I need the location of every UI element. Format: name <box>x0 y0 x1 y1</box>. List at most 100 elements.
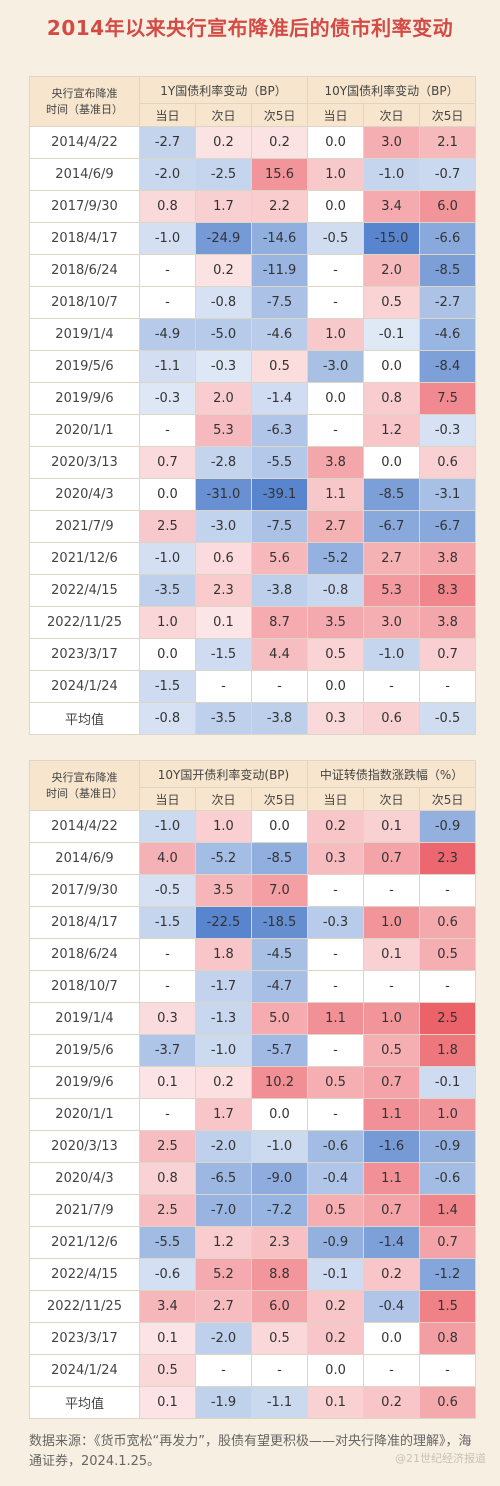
value-cell: -1.3 <box>195 1002 252 1035</box>
table-row: 2018/10/7- -0.8 -7.5-0.5 -2.7 <box>29 286 477 319</box>
value-cell: 8.3 <box>419 574 477 607</box>
value-cell: 5.6 <box>250 542 309 575</box>
value-cell: -4.7 <box>250 970 309 1003</box>
value-cell: -2.0 <box>195 1322 252 1355</box>
page-title: 2014年以来央行宣布降准后的债市利率变动 <box>46 16 454 40</box>
value-cell: 5.3 <box>363 574 421 607</box>
table-row: 2021/12/6 -5.5 1.2 2.3 -0.9 -1.4 0.7 <box>29 1226 477 1259</box>
value-cell: -15.0 <box>363 222 421 255</box>
table-row: 2022/4/15 -3.5 2.3 -3.8 -0.8 5.3 8.3 <box>29 574 477 607</box>
value-cell: -0.9 <box>419 1130 477 1163</box>
value-cell: -0.1 <box>363 318 421 351</box>
value-cell: 2.3 <box>250 1226 309 1259</box>
group-header-10y: 10Y国债利率变动（BP） <box>307 76 477 104</box>
row-date: 2021/7/9 <box>29 1194 140 1227</box>
group-header-10y-cdb: 10Y国开债利率变动(BP) <box>138 760 309 788</box>
value-cell: -39.1 <box>250 478 309 511</box>
row-date: 2020/3/13 <box>29 446 140 479</box>
row-date: 2018/10/7 <box>29 970 140 1003</box>
value-cell: - <box>195 1354 252 1387</box>
value-cell: -1.4 <box>363 1226 421 1259</box>
value-cell: 1.1 <box>363 1162 421 1195</box>
value-cell: 0.7 <box>363 1194 421 1227</box>
value-cell: 0.0 <box>139 478 196 511</box>
table-row: 2018/6/24-0.2 -11.9-2.0 -8.5 <box>29 254 477 287</box>
value-cell: 1.0 <box>363 906 421 939</box>
value-cell: -2.8 <box>195 446 252 479</box>
row-date: 2018/10/7 <box>29 286 140 319</box>
value-cell: 0.3 <box>139 1002 196 1035</box>
row-date: 2022/11/25 <box>29 1290 140 1323</box>
value-cell: -3.8 <box>250 574 309 607</box>
value-cell: 0.8 <box>139 190 196 223</box>
corner-line1: 央行宣布降准 <box>51 770 118 784</box>
value-cell: - <box>419 670 477 703</box>
value-cell: - <box>363 970 421 1003</box>
value-cell: 0.2 <box>307 1290 365 1323</box>
value-cell: 0.7 <box>363 1066 421 1099</box>
value-cell: 0.2 <box>250 126 309 159</box>
value-cell: 4.0 <box>139 842 196 875</box>
row-date: 2014/4/22 <box>29 126 140 159</box>
table-row: 2022/4/15 -0.6 5.2 8.8 -0.1 0.2 -1.2 <box>29 1258 477 1291</box>
value-cell: 1.8 <box>195 938 252 971</box>
value-cell: 3.0 <box>363 126 421 159</box>
value-cell: -6.6 <box>419 222 477 255</box>
row-date: 2017/9/30 <box>29 190 140 223</box>
corner-line2: 时间（基准日） <box>46 786 123 800</box>
value-cell: -1.5 <box>139 906 196 939</box>
value-cell: - <box>419 1354 477 1387</box>
value-cell: 1.1 <box>307 478 365 511</box>
row-date: 2017/9/30 <box>29 874 140 907</box>
table-row: 2021/7/9 2.5 -3.0 -7.5 2.7 -6.7 -6.7 <box>29 510 477 543</box>
row-date: 2022/4/15 <box>29 574 140 607</box>
table-row: 2019/9/6 -0.3 2.0 -1.4 0.0 0.8 7.5 <box>29 382 477 415</box>
value-cell: 2.7 <box>307 510 365 543</box>
value-cell: -4.6 <box>419 318 477 351</box>
value-cell: 0.5 <box>363 286 421 319</box>
value-cell: 0.5 <box>307 638 365 671</box>
value-cell: -0.6 <box>307 1130 365 1163</box>
row-date: 2014/6/9 <box>29 158 140 191</box>
table-row: 2014/4/22 -1.0 1.0 0.0 0.2 0.1 -0.9 <box>29 810 477 843</box>
value-cell: - <box>139 414 196 447</box>
table-row: 2024/1/24 -1.5- -0.0- - <box>29 670 477 703</box>
cdb-convertible-table: 央行宣布降准 时间（基准日） 10Y国开债利率变动(BP) 中证转债指数涨跌幅（… <box>29 760 477 1419</box>
value-cell: - <box>363 670 421 703</box>
value-cell: -6.7 <box>419 510 477 543</box>
value-cell: 0.0 <box>363 446 421 479</box>
value-cell: -5.5 <box>139 1226 196 1259</box>
value-cell: -1.0 <box>139 810 196 843</box>
value-cell: 0.8 <box>363 382 421 415</box>
value-cell: -5.5 <box>250 446 309 479</box>
value-cell: 1.0 <box>195 810 252 843</box>
row-date: 2019/5/6 <box>29 1034 140 1067</box>
value-cell: -4.6 <box>250 318 309 351</box>
value-cell: 3.5 <box>195 874 252 907</box>
value-cell: 0.5 <box>363 1034 421 1067</box>
value-cell: -0.6 <box>419 1162 477 1195</box>
average-row: 平均值 0.1 -1.9 -1.1 0.1 0.2 0.6 <box>29 1386 477 1419</box>
value-cell: 0.7 <box>419 638 477 671</box>
value-cell: 0.7 <box>419 1226 477 1259</box>
value-cell: 1.0 <box>307 158 365 191</box>
value-cell: 0.0 <box>307 126 365 159</box>
value-cell: -3.1 <box>419 478 477 511</box>
value-cell: -2.7 <box>139 126 196 159</box>
value-cell: -2.0 <box>139 158 196 191</box>
value-cell: 0.7 <box>139 446 196 479</box>
table-row: 2022/11/25 1.0 0.1 8.7 3.5 3.0 3.8 <box>29 606 477 639</box>
table-row: 2019/5/6 -1.1 -0.3 0.5 -3.0 0.0 -8.4 <box>29 350 477 383</box>
value-cell: 0.1 <box>195 606 252 639</box>
value-cell: - <box>195 670 252 703</box>
value-cell: -4.9 <box>139 318 196 351</box>
value-cell: -1.6 <box>363 1130 421 1163</box>
value-cell: -3.0 <box>195 510 252 543</box>
row-date: 2022/4/15 <box>29 1258 140 1291</box>
value-cell: -6.5 <box>195 1162 252 1195</box>
value-cell: - <box>307 414 365 447</box>
row-date: 平均值 <box>29 702 140 735</box>
row-date: 2021/12/6 <box>29 1226 140 1259</box>
value-cell: - <box>307 1098 365 1131</box>
value-cell: -2.0 <box>195 1130 252 1163</box>
